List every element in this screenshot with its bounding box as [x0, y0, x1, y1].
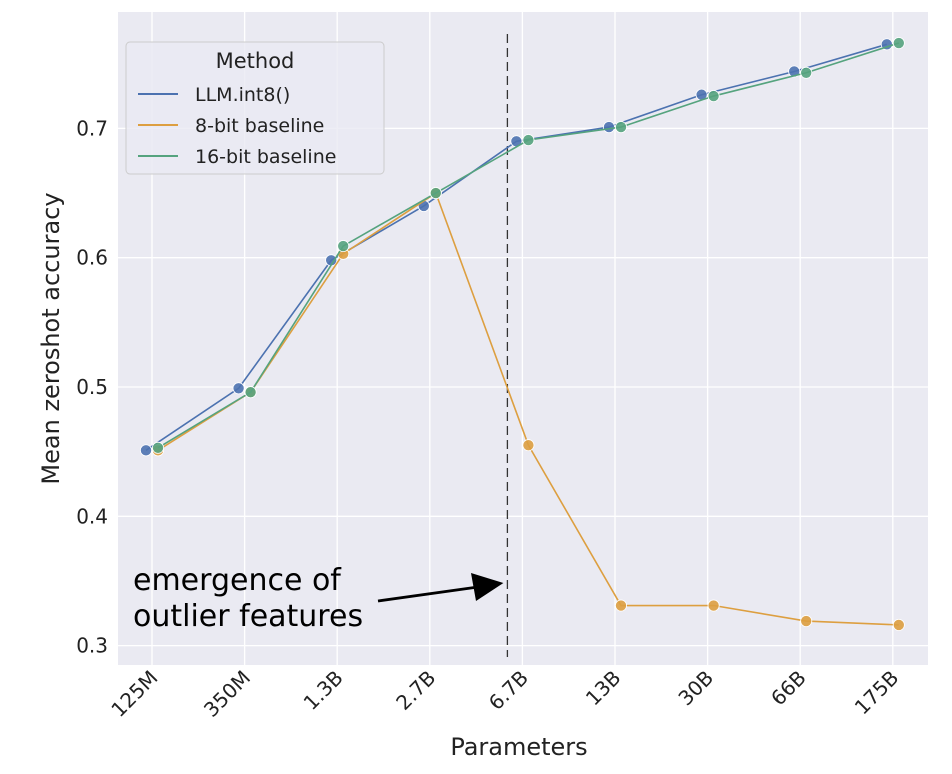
x-tick-label: 350M — [199, 666, 255, 722]
x-axis-label: Parameters — [450, 733, 587, 761]
data-point — [429, 187, 442, 200]
legend-title: Method — [216, 49, 295, 73]
y-tick-label: 0.5 — [76, 375, 108, 399]
x-tick-label: 30B — [673, 666, 718, 711]
y-tick-label: 0.4 — [76, 504, 108, 528]
data-point — [707, 90, 720, 103]
data-point — [522, 134, 535, 147]
legend: Method LLM.int8() 8-bit baseline 16-bit ba… — [125, 41, 385, 175]
data-point — [615, 599, 628, 612]
annotation-arrow-shaft — [377, 585, 479, 603]
data-point — [707, 599, 720, 612]
legend-entry-label: 16-bit baseline — [195, 146, 336, 168]
legend-box — [125, 41, 385, 175]
legend-entry-label: 8-bit baseline — [195, 115, 324, 137]
data-point — [337, 240, 350, 253]
x-tick-label: 175B — [850, 666, 904, 720]
y-tick-label: 0.3 — [76, 634, 108, 658]
x-tick-label: 6.7B — [484, 666, 533, 715]
x-axis-ticks: 125M 350M 1.3B 2.7B 6.7B 13B 30B 66B 175B — [106, 666, 903, 722]
x-tick-label: 2.7B — [391, 666, 440, 715]
y-axis-ticks: 0.3 0.4 0.5 0.6 0.7 — [76, 116, 108, 657]
data-point — [603, 121, 616, 134]
data-point — [522, 439, 535, 452]
annotation-line-2: outlier features — [133, 599, 363, 634]
series-llm-int8 — [139, 38, 893, 457]
series-group — [139, 37, 905, 631]
annotation: emergence of outlier features — [133, 563, 504, 634]
x-tick-label: 125M — [106, 666, 162, 722]
x-tick-label: 13B — [581, 666, 626, 711]
data-point — [151, 441, 164, 454]
data-point — [615, 121, 628, 134]
data-point — [892, 618, 905, 631]
data-point — [800, 66, 813, 79]
y-tick-label: 0.7 — [76, 116, 108, 140]
y-axis-label: Mean zeroshot accuracy — [37, 192, 65, 484]
data-point — [800, 615, 813, 628]
x-tick-label: 66B — [766, 666, 811, 711]
data-point — [892, 37, 905, 50]
data-point — [232, 382, 245, 395]
x-tick-label: 1.3B — [299, 666, 348, 715]
legend-entry-label: LLM.int8() — [195, 84, 290, 106]
annotation-line-1: emergence of — [133, 563, 342, 598]
annotation-arrow-head — [471, 573, 504, 602]
series-16-bit-baseline — [151, 37, 905, 454]
data-point — [139, 444, 152, 457]
y-tick-label: 0.6 — [76, 246, 108, 270]
data-point — [244, 386, 257, 399]
